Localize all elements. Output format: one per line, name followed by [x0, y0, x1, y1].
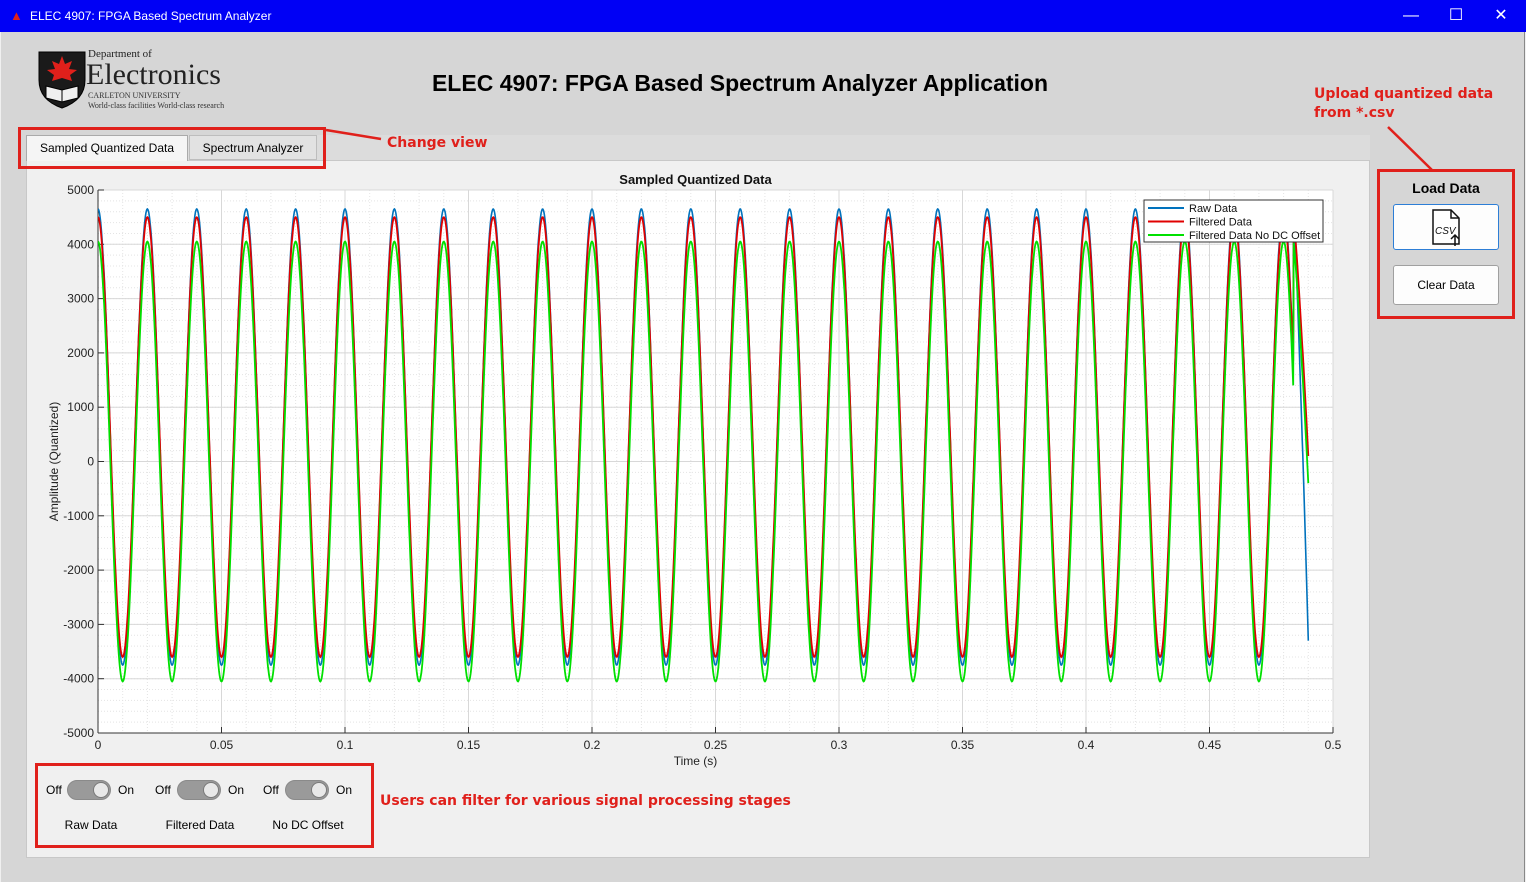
logo-university-text: CARLETON UNIVERSITY: [88, 91, 181, 100]
raw-data-toggle[interactable]: [67, 780, 111, 800]
maximize-icon[interactable]: ☐: [1448, 7, 1464, 24]
nodc-switch-on-label: On: [336, 783, 353, 797]
annotation-box-load: [1377, 169, 1515, 319]
annotation-change-view: Change view: [387, 135, 488, 151]
app-title: ELEC 4907: FPGA Based Spectrum Analyzer …: [431, 70, 1049, 96]
raw-data-switch-label: Raw Data: [64, 818, 118, 832]
minimize-icon[interactable]: —: [1403, 7, 1419, 24]
window-titlebar: ▲ ELEC 4907: FPGA Based Spectrum Analyze…: [0, 0, 1526, 32]
window-title: ELEC 4907: FPGA Based Spectrum Analyzer: [30, 9, 272, 23]
x-tick-label: 0.05: [210, 738, 234, 752]
filtered-switch-on-label: On: [228, 783, 245, 797]
logo-dept-text: Department of: [88, 48, 152, 60]
chart-title: Sampled Quantized Data: [619, 172, 772, 187]
annotation-box-switches: [35, 763, 374, 848]
load-data-title: Load Data: [1412, 180, 1480, 196]
raw-switch-off-label: Off: [46, 783, 62, 797]
annotation-filter: Users can filter for various signal proc…: [380, 793, 791, 809]
toggle-knob: [203, 782, 219, 798]
x-axis-label: Time (s): [674, 754, 718, 768]
y-tick-label: 4000: [67, 237, 94, 251]
x-tick-label: 0: [95, 738, 102, 752]
x-tick-label: 0.1: [337, 738, 354, 752]
raw-switch-on-label: On: [118, 783, 135, 797]
annotation-box-tabs: [18, 127, 326, 169]
annotation-upload-line1: Upload quantized data: [1314, 86, 1494, 102]
y-tick-label: 2000: [67, 346, 94, 360]
x-tick-label: 0.5: [1325, 738, 1342, 752]
y-tick-label: 1000: [67, 400, 94, 414]
nodc-switch-off-label: Off: [263, 783, 279, 797]
y-axis-label: Amplitude (Quantized): [47, 402, 61, 521]
x-tick-label: 0.45: [1198, 738, 1222, 752]
clear-data-button[interactable]: Clear Data: [1393, 265, 1499, 305]
filtered-data-switch-label: Filtered Data: [165, 818, 235, 832]
annotation-upload-line2: from *.csv: [1314, 105, 1395, 121]
maple-leaf-icon: ▲: [10, 8, 23, 23]
y-tick-label: 5000: [67, 183, 94, 197]
crest-icon: [38, 51, 86, 109]
x-tick-label: 0.3: [831, 738, 848, 752]
y-tick-label: -3000: [63, 617, 94, 631]
legend-entry-1: Raw Data: [1189, 203, 1238, 215]
y-tick-label: -5000: [63, 726, 94, 740]
y-tick-label: 0: [87, 455, 94, 469]
no-dc-offset-toggle[interactable]: [285, 780, 329, 800]
no-dc-offset-switch-label: No DC Offset: [272, 818, 344, 832]
y-tick-label: -2000: [63, 563, 94, 577]
legend-entry-2: Filtered Data: [1189, 217, 1253, 229]
x-tick-label: 0.35: [951, 738, 975, 752]
logo-tagline-text: World-class facilities World-class resea…: [88, 101, 225, 110]
logo-main-text: Electronics: [86, 58, 221, 91]
toggle-knob: [93, 782, 109, 798]
csv-icon-text: CSV: [1435, 226, 1457, 237]
legend-entry-3: Filtered Data No DC Offset: [1189, 230, 1320, 242]
close-icon[interactable]: ✕: [1494, 7, 1508, 24]
tab-sampled-quantized-data[interactable]: Sampled Quantized Data: [26, 135, 188, 161]
y-tick-label: -4000: [63, 672, 94, 686]
csv-upload-icon: CSV: [1432, 209, 1460, 246]
series-line-3: [98, 240, 1310, 683]
x-tick-label: 0.2: [584, 738, 601, 752]
sampled-data-chart: 0 0.05 0.1 0.15 0.2 0.25 0.3 0.35 0.4 0.45 0.5 5000…: [47, 172, 1342, 768]
x-tick-label: 0.4: [1078, 738, 1095, 752]
load-csv-button[interactable]: CSV: [1393, 204, 1499, 250]
toggle-knob: [311, 782, 327, 798]
y-tick-label: 3000: [67, 292, 94, 306]
filtered-switch-off-label: Off: [155, 783, 171, 797]
y-tick-label: -1000: [63, 509, 94, 523]
tab-spectrum-analyzer[interactable]: Spectrum Analyzer: [189, 135, 317, 160]
department-logo: Department of Electronics CARLETON UNIVE…: [36, 48, 246, 114]
filtered-data-toggle[interactable]: [177, 780, 221, 800]
x-tick-label: 0.25: [704, 738, 728, 752]
x-tick-label: 0.15: [457, 738, 481, 752]
